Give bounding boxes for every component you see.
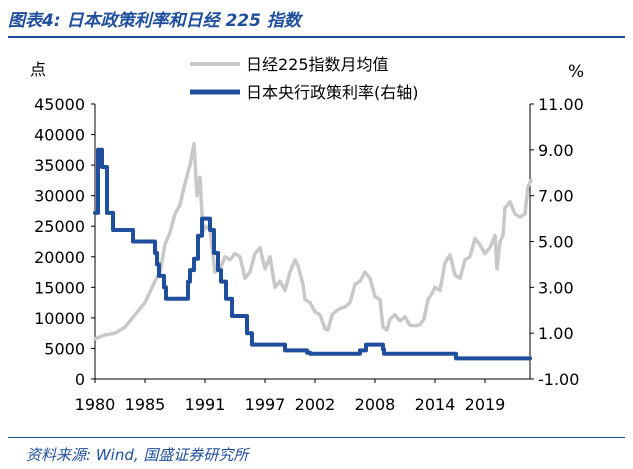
- x-tick-label: 2002: [295, 395, 336, 414]
- left-tick-label: 0: [75, 370, 85, 389]
- x-tick-label: 1991: [185, 395, 226, 414]
- figure-title: 图表4: 日本政策利率和日经 225 指数: [8, 11, 301, 31]
- x-tick-label: 1997: [245, 395, 286, 414]
- legend-label: 日经225指数月均值: [246, 55, 389, 74]
- x-tick-label: 2014: [415, 395, 456, 414]
- left-tick-label: 5000: [44, 339, 85, 358]
- right-tick-label: -1.00: [538, 370, 579, 389]
- title-divider: [8, 36, 625, 38]
- left-tick-label: 45000: [34, 95, 85, 114]
- left-tick-label: 10000: [34, 309, 85, 328]
- left-tick-label: 35000: [34, 156, 85, 175]
- right-tick-label: 7.00: [538, 187, 574, 206]
- source-note: 资料来源: Wind, 国盛证券研究所: [26, 446, 249, 464]
- left-tick-label: 25000: [34, 217, 85, 236]
- right-tick-label: 11.00: [538, 95, 584, 114]
- right-tick-label: 9.00: [538, 141, 574, 160]
- legend-label: 日本央行政策利率(右轴): [246, 83, 419, 102]
- left-tick-label: 30000: [34, 187, 85, 206]
- left-tick-label: 40000: [34, 126, 85, 145]
- left-tick-label: 15000: [34, 278, 85, 297]
- x-tick-label: 2008: [355, 395, 396, 414]
- right-tick-label: 3.00: [538, 278, 574, 297]
- right-tick-label: 5.00: [538, 233, 574, 252]
- series-line-policy-rate: [93, 147, 532, 361]
- left-tick-label: 20000: [34, 248, 85, 267]
- series-line-nikkei225: [93, 141, 533, 341]
- left-axis-unit: 点: [30, 60, 46, 79]
- right-tick-label: 1.00: [538, 324, 574, 343]
- right-axis-unit: %: [568, 62, 584, 82]
- x-tick-label: 1985: [125, 395, 166, 414]
- x-tick-label: 2019: [465, 395, 506, 414]
- source-divider: [8, 437, 625, 438]
- x-tick-label: 1980: [75, 395, 116, 414]
